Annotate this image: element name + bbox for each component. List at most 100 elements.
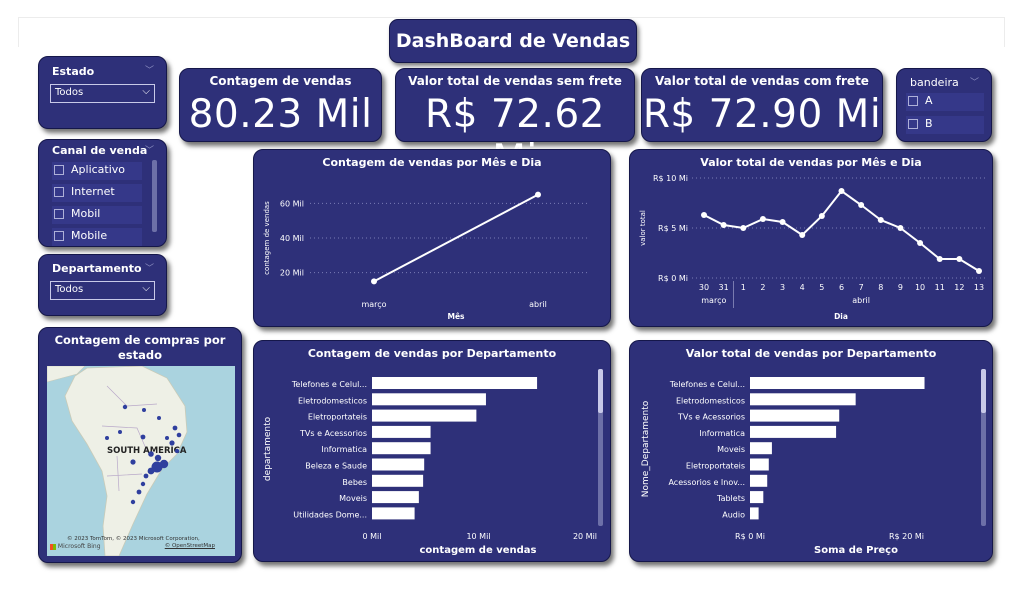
series-line [373,193,539,283]
scrollbar-thumb [981,369,986,413]
category-label: Eletroportateis [686,462,745,471]
y-tick-label: R$ 5 Mi [658,224,688,233]
data-point [818,213,825,219]
x-tick-label: 11 [935,283,945,292]
bar [372,442,431,455]
category-label: Telefones e Celul... [291,380,367,389]
chevron-down-icon: ⌵ [142,86,150,97]
checkbox-icon[interactable] [54,165,64,175]
x-tick-label: 10 [915,283,925,292]
canal-scrollbar[interactable] [152,160,157,232]
data-point [371,278,377,285]
bar [372,393,486,406]
continent-label: SOUTH AMERICA [107,446,187,456]
canal-label: Canal de venda [52,144,148,157]
bar [750,491,764,504]
bandeira-label: bandeira [910,76,959,89]
canal-option[interactable]: Mobile [52,228,142,246]
kpi-card-com-frete: Valor total de vendas com frete R$ 72.90… [641,68,883,142]
chart-vendas-departamento[interactable]: Contagem de vendas por Departamento Tele… [253,340,611,562]
checkbox-icon[interactable] [54,187,64,197]
data-point [956,256,963,262]
x-group-label: abril [852,296,870,305]
departamento-slicer[interactable]: Departamento ﹀ Todos ⌵ [38,254,167,316]
data-point [917,240,924,246]
y-axis-title: contagem de vendas [263,201,271,275]
checkbox-icon[interactable] [908,119,918,129]
chart-vendas-mes-dia[interactable]: Contagem de vendas por Mês e Dia 20 Mil 4… [253,149,611,327]
category-label: Moveis [717,445,745,454]
map-osm[interactable]: © OpenStreetMap [164,543,215,549]
x-tick-label: 30 [699,283,709,292]
x-tick-label: 10 Mil [466,532,490,541]
departamento-dropdown[interactable]: Todos ⌵ [50,281,155,300]
bandeira-slicer[interactable]: bandeira ﹀ A B [896,68,992,142]
canal-slicer[interactable]: Canal de venda ﹀ Aplicativo Internet Mob… [38,139,167,247]
data-point [759,216,766,222]
map-compras-estado[interactable]: Contagem de compras por estado SOUTH AME… [38,327,242,563]
x-axis-title: Dia [834,312,848,321]
chart-valor-departamento[interactable]: Valor total de vendas por Departamento T… [629,340,993,562]
chart-title: Valor total de vendas por Departamento [685,347,937,360]
category-label: Beleza e Saude [305,462,367,471]
kpi-card-contagem: Contagem de vendas 80.23 Mil [179,68,382,142]
kpi-title: Valor total de vendas sem frete [408,74,622,88]
kpi-card-sem-frete: Valor total de vendas sem frete R$ 72.62… [395,68,635,182]
chart-valor-mes-dia[interactable]: Valor total de vendas por Mês e Dia R$ 0… [629,149,993,327]
estado-selected: Todos [55,87,84,98]
x-tick-label: 1 [741,283,746,292]
x-tick-label: 0 Mil [363,532,382,541]
map-canvas[interactable]: SOUTH AMERICA © 2023 TomTom, © 2023 Micr… [47,366,235,556]
country-borders [101,385,158,492]
bar-chart-plot: Telefones e Celul... Eletrodomesticos TVs … [641,369,986,556]
x-group-label: março [701,296,726,305]
bar [372,377,538,389]
estado-slicer[interactable]: Estado ﹀ Todos ⌵ [38,56,167,129]
estado-label: Estado [52,65,95,78]
data-point [858,202,865,208]
category-label: TVs e Acessorios [299,429,367,438]
bar [372,491,419,504]
bandeira-option[interactable]: A [906,93,984,111]
bar [750,409,840,422]
x-tick-label: 7 [859,283,864,292]
bar [750,507,759,520]
category-label: Eletrodomesticos [676,396,745,405]
checkbox-icon[interactable] [908,96,918,106]
canal-option[interactable]: Internet [52,184,142,202]
data-point [799,232,806,238]
x-tick-label: R$ 0 Mi [735,532,765,541]
scrollbar-thumb [598,369,603,413]
canal-option[interactable]: Mobil [52,206,142,224]
bandeira-option[interactable]: B [906,116,984,134]
data-point [779,219,786,225]
chevron-down-icon: ⌵ [142,283,150,294]
departamento-selected: Todos [55,284,84,295]
bar-chart-plot: Telefones e Celul... Eletrodomesticos Elet… [263,369,603,556]
category-label: Informatica [699,429,745,438]
map-copyright: © 2023 TomTom, © 2023 Microsoft Corporat… [67,536,200,542]
x-tick-label: 13 [974,283,984,292]
bar [372,474,424,487]
y-tick-label: R$ 10 Mi [653,174,688,183]
x-axis-title: Mês [447,312,465,321]
x-tick-label: 9 [898,283,903,292]
y-tick-label: 60 Mil [280,199,304,208]
estado-dropdown[interactable]: Todos ⌵ [50,84,155,103]
chart-title: Contagem de vendas por Mês e Dia [322,156,542,169]
data-point [897,225,904,231]
chevron-down-icon: ﹀ [144,146,154,156]
chevron-down-icon: ﹀ [969,78,979,88]
y-axis-title: Nome_Departamento [641,400,651,497]
data-point [976,268,982,274]
data-point [838,188,845,194]
x-tick-label: 4 [800,283,805,292]
x-tick-label: 20 Mil [573,532,597,541]
canal-option[interactable]: Aplicativo [52,162,142,180]
data-point [936,256,943,262]
data-point [535,191,541,198]
checkbox-icon[interactable] [54,231,64,241]
checkbox-icon[interactable] [54,209,64,219]
x-tick-label: 5 [819,283,824,292]
